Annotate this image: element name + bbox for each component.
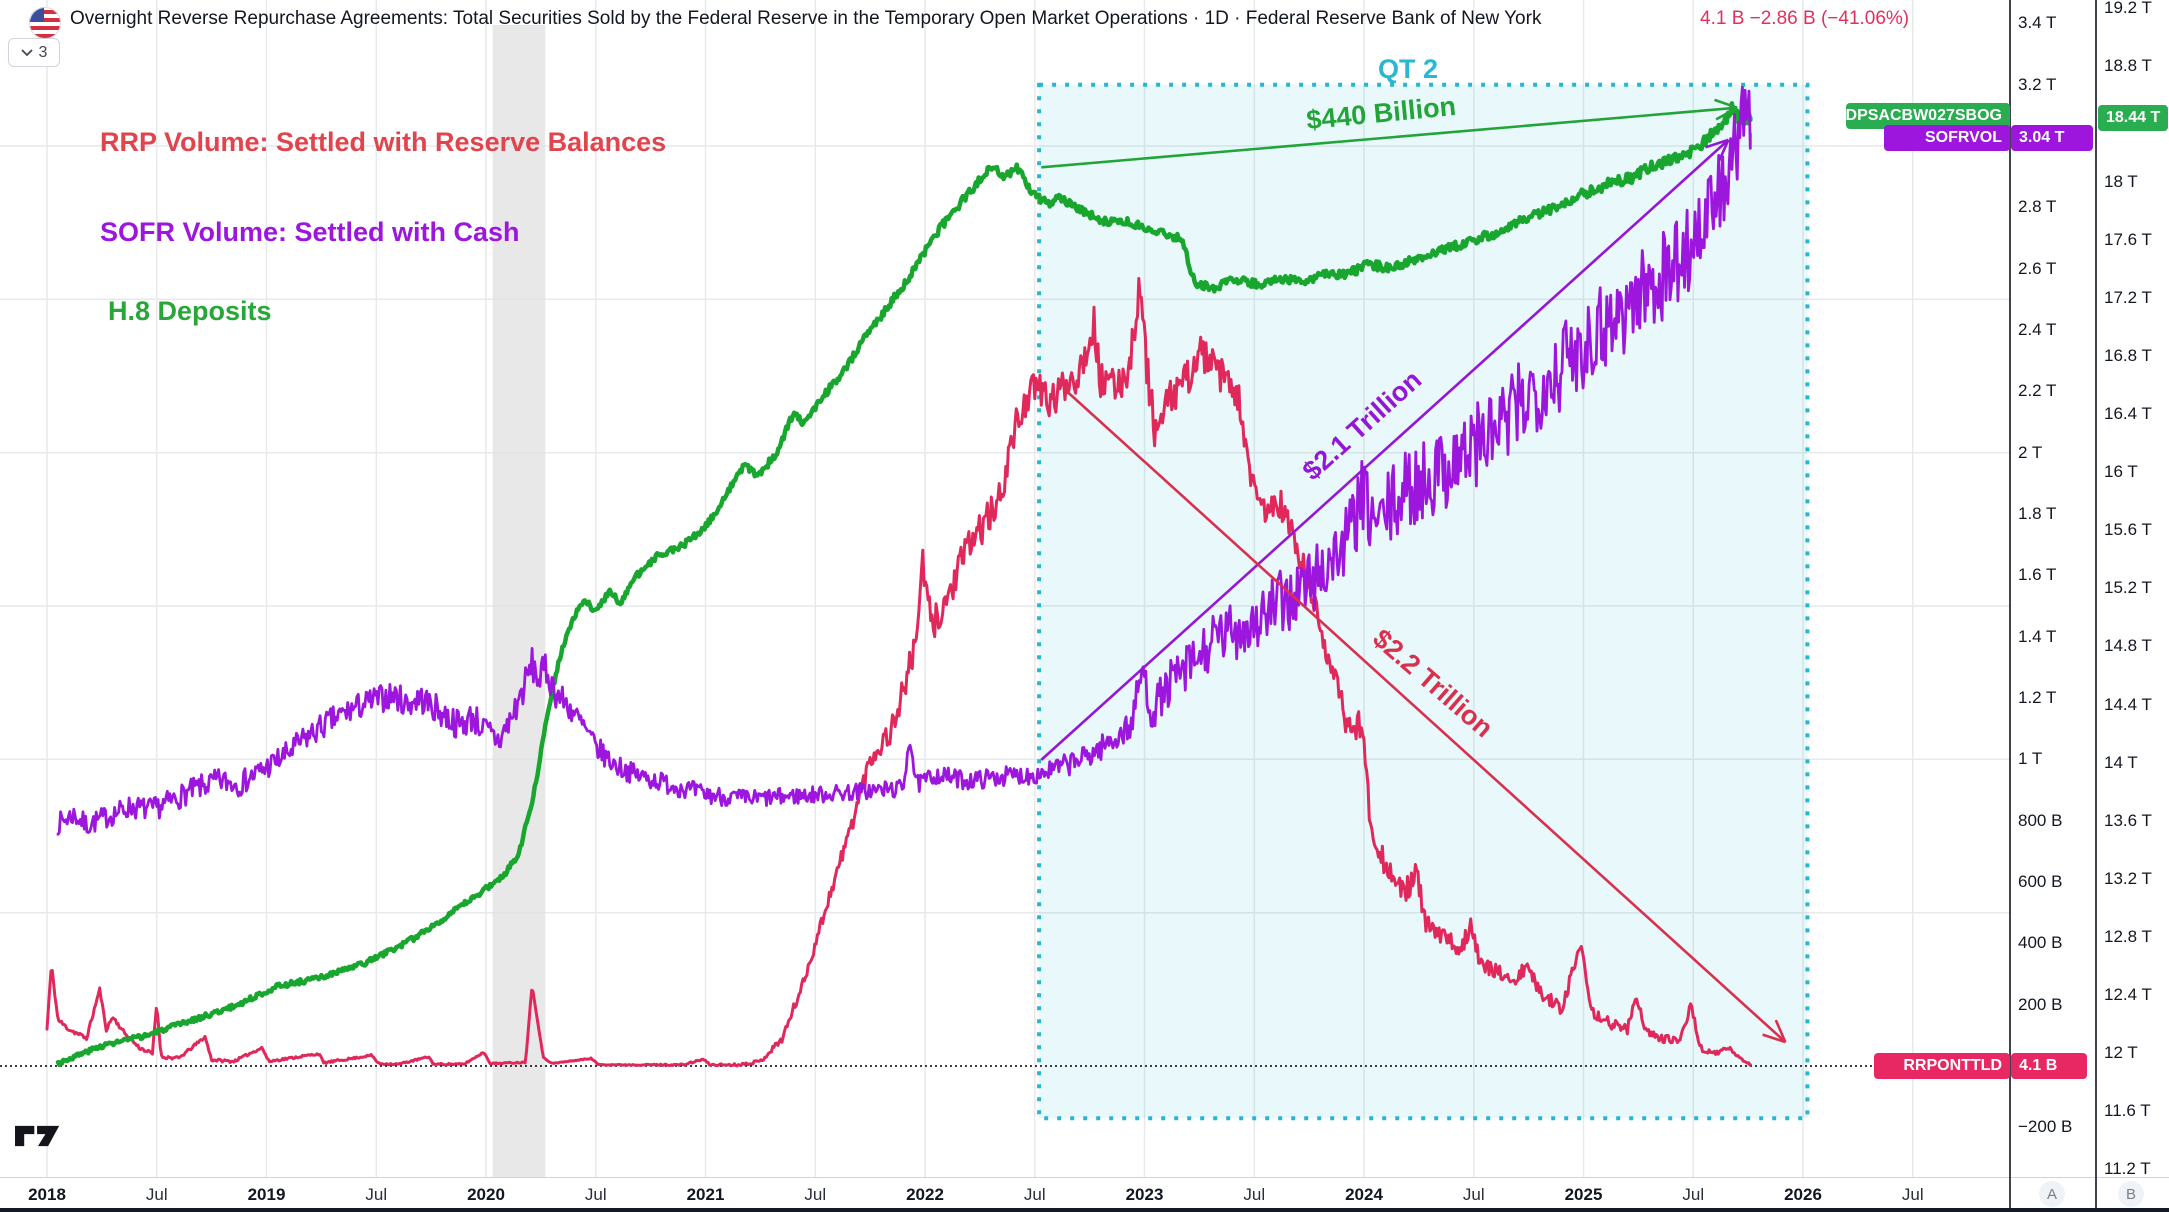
sofr-value-badge: 3.04 T (2011, 125, 2093, 151)
time-axis-tick: 2021 (686, 1185, 725, 1204)
arrow-deposits-gain[interactable] (1041, 98, 1738, 169)
time-axis-tick: Jul (145, 1185, 168, 1204)
time-axis-tick: 2020 (467, 1185, 505, 1204)
time-axis-tick: Jul (1023, 1185, 1046, 1204)
axis-b-tick: 18 T (2104, 171, 2138, 191)
time-axis[interactable]: 2018 Jul 2019 Jul 2020 Jul 2021 Jul 2022 Jul 2023 J… (0, 1177, 2169, 1212)
time-axis-tick: Jul (365, 1185, 388, 1204)
axis-b-tick: 11.6 T (2104, 1101, 2151, 1121)
time-axis-tick: Jul (1462, 1185, 1485, 1204)
time-axis-tick: 2022 (906, 1185, 944, 1204)
us-flag-icon (29, 7, 61, 39)
axis-a-tick: 1.8 T (2018, 503, 2057, 523)
axis-a-tick: 600 B (2018, 871, 2063, 891)
axis-a-tick: −200 B (2018, 1117, 2073, 1137)
time-axis-tick: Jul (1243, 1185, 1266, 1204)
scale-b-button[interactable]: B (2118, 1181, 2144, 1207)
tradingview-logo[interactable] (15, 1124, 65, 1150)
axis-b-tick: 13.6 T (2104, 810, 2152, 830)
scale-a-button[interactable]: A (2039, 1181, 2065, 1207)
indicator-count: 3 (38, 43, 48, 61)
recession-band (492, 25, 546, 1177)
axis-a-tick: 3.2 T (2018, 74, 2057, 94)
time-axis-tick: Jul (1682, 1185, 1705, 1204)
time-axis-tick: 2019 (247, 1185, 286, 1204)
axis-a-tick: 1.4 T (2018, 626, 2057, 646)
time-axis-tick: 2023 (1125, 1185, 1164, 1204)
axis-b-tick: 16.4 T (2104, 404, 2152, 424)
chevron-down-icon (20, 48, 33, 56)
arrow-rrp-decline[interactable] (1064, 389, 1787, 1044)
grid-lines (0, 0, 2010, 1177)
window-bottom-edge (0, 1208, 2169, 1212)
scale-separator-b (2095, 0, 2097, 1212)
rrp-ticker-badge: RRPONTTLD (1874, 1053, 2010, 1079)
axis-b-tick: 12.4 T (2104, 984, 2152, 1004)
legend-sofr-volume: SOFR Volume: Settled with Cash (100, 217, 520, 247)
time-axis-tick: Jul (584, 1185, 607, 1204)
axis-b-tick: 19.2 T (2104, 0, 2152, 17)
deposits-ticker-badge: DPSACBW027SBOG (1846, 103, 2010, 129)
series-sofrvol[interactable] (56, 85, 1752, 836)
title-bar: Overnight Reverse Repurchase Agreements:… (0, 0, 2169, 39)
indicator-collapse-button[interactable]: 3 (8, 38, 60, 67)
axis-b-tick: 11.2 T (2104, 1159, 2151, 1179)
time-axis-tick: 2025 (1564, 1185, 1603, 1204)
axis-a-tick: 2.6 T (2018, 258, 2057, 278)
axis-b-tick: 15.2 T (2104, 578, 2152, 598)
axis-a-tick: 3.4 T (2018, 13, 2057, 33)
series-rrponttld[interactable] (45, 277, 1752, 1068)
axis-a-tick: 2.8 T (2018, 197, 2057, 217)
chart-title[interactable]: Overnight Reverse Repurchase Agreements:… (70, 8, 1542, 29)
sofr-ticker-badge: SOFRVOL (1884, 125, 2010, 151)
axis-b-tick: 16.8 T (2104, 346, 2152, 366)
axis-a-tick: 2.4 T (2018, 319, 2057, 339)
arrow-sofr-gain[interactable] (1040, 138, 1730, 761)
price-scale-b[interactable]: 19.2 T 18.8 T 18 T 17.6 T 17.2 T 16.8 T 16.4 T… (2097, 0, 2169, 1212)
time-axis-tick: 2018 (28, 1185, 66, 1204)
axis-b-tick: 14.4 T (2104, 694, 2152, 714)
axis-a-tick: 1 T (2018, 749, 2043, 769)
axis-b-tick: 14.8 T (2104, 636, 2152, 656)
axis-b-tick: 18.8 T (2104, 55, 2152, 75)
price-scale-a[interactable]: 3.4 T3.2 T3 T2.8 T2.6 T2.4 T2.2 T2 T1.8 … (2011, 0, 2096, 1212)
axis-b-tick: 15.6 T (2104, 520, 2152, 540)
rrp-value-badge: 4.1 B (2011, 1053, 2087, 1079)
axis-a-tick: 400 B (2018, 933, 2063, 953)
time-axis-tick: 2026 (1784, 1185, 1822, 1204)
axis-b-tick: 14 T (2104, 752, 2138, 772)
axis-b-tick: 17.6 T (2104, 229, 2152, 249)
time-axis-tick: Jul (1901, 1185, 1924, 1204)
axis-b-tick: 13.2 T (2104, 868, 2152, 888)
series-dpsacbw027sbog[interactable] (55, 101, 1753, 1067)
legend-h8-deposits: H.8 Deposits (108, 296, 272, 326)
chart-plot-area[interactable]: QT 2 $440 Billion $2.1 Trillion $2.2 Tri… (0, 0, 2010, 1177)
axis-a-tick: 200 B (2018, 994, 2063, 1014)
annotation-qt2-label[interactable]: QT 2 (1378, 54, 1438, 84)
axis-b-tick: 12.8 T (2104, 926, 2152, 946)
axis-b-tick: 16 T (2104, 462, 2138, 482)
axis-a-tick: 1.6 T (2018, 565, 2057, 585)
axis-b-tick: 12 T (2104, 1043, 2138, 1062)
scale-separator-a (2009, 0, 2011, 1212)
axis-a-tick: 800 B (2018, 810, 2063, 830)
axis-b-tick: 17.2 T (2104, 287, 2152, 307)
time-axis-tick: 2024 (1345, 1185, 1383, 1204)
deposits-value-badge: 18.44 T (2098, 105, 2168, 131)
axis-a-tick: 2.2 T (2018, 381, 2057, 401)
legend-rrp-volume: RRP Volume: Settled with Reserve Balance… (100, 127, 667, 157)
time-axis-tick: Jul (804, 1185, 827, 1204)
axis-a-tick: 1.2 T (2018, 687, 2057, 707)
axis-a-tick: 2 T (2018, 442, 2043, 462)
chart-change-values: 4.1 B −2.86 B (−41.06%) (1700, 8, 1910, 29)
